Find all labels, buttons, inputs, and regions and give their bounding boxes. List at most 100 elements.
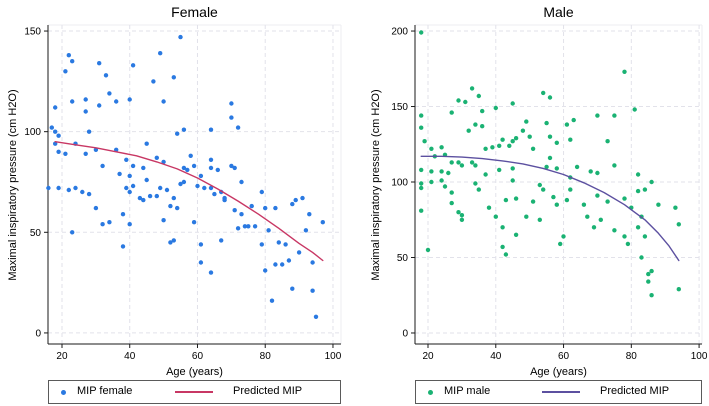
legend-label-line: Predicted MIP (233, 385, 303, 397)
data-point (456, 98, 461, 103)
data-point (144, 141, 149, 146)
data-point (483, 146, 488, 151)
data-point (263, 268, 268, 273)
data-point (510, 178, 515, 183)
data-point (558, 241, 563, 247)
data-point (439, 145, 444, 150)
data-point (503, 252, 509, 257)
x-tick-label: 80 (260, 351, 272, 362)
data-point (568, 187, 573, 192)
x-tick-label: 20 (422, 351, 434, 362)
y-axis-label-female: Maximal inspiratory pressure (cm H2O) (7, 88, 19, 281)
data-point (571, 117, 576, 123)
x-tick-label: 80 (626, 351, 638, 362)
line-swatch (542, 391, 580, 393)
data-point (154, 155, 159, 160)
data-point (242, 224, 248, 229)
data-point (500, 137, 505, 142)
data-point (564, 197, 570, 203)
data-point (513, 136, 519, 141)
data-point (547, 134, 553, 139)
x-tick-label: 60 (558, 351, 570, 362)
data-point (595, 170, 600, 176)
data-point (232, 208, 237, 213)
data-point (456, 210, 461, 215)
data-point (513, 232, 519, 237)
data-point (83, 97, 88, 102)
data-point (622, 196, 627, 201)
data-point (235, 226, 241, 231)
data-point (473, 181, 478, 186)
data-point (178, 181, 183, 187)
data-point (530, 199, 536, 204)
y-tick-label: 150 (391, 102, 408, 113)
data-point (202, 185, 207, 191)
data-point (158, 51, 163, 56)
y-tick-label: 50 (30, 228, 42, 239)
data-point (117, 171, 122, 177)
male-plot-area: 0 50 100 150 200 20 40 60 80 100 (391, 24, 708, 362)
data-point (483, 172, 488, 177)
data-point (524, 214, 529, 219)
data-point (235, 125, 241, 130)
data-point (239, 212, 244, 217)
data-point (429, 146, 434, 151)
data-point (419, 113, 424, 118)
data-point (198, 242, 204, 247)
data-point (422, 139, 427, 144)
data-point (127, 97, 132, 102)
data-point (449, 190, 454, 195)
data-point (568, 137, 573, 142)
data-point (70, 230, 75, 235)
data-point (229, 163, 234, 169)
data-point (530, 146, 536, 151)
data-point (49, 125, 54, 130)
data-point (127, 222, 132, 227)
data-point (171, 75, 176, 80)
data-point (130, 183, 136, 189)
y-axis-label-male: Maximal inspiratory pressure (cm H2O) (370, 88, 382, 281)
data-point (171, 195, 176, 201)
data-point (175, 131, 180, 136)
scatter-marker-swatch (61, 390, 66, 395)
panel-male: 0 50 100 150 200 20 40 60 80 100 Male Maximal ins… (355, 0, 709, 406)
data-point (181, 165, 187, 171)
data-point (449, 200, 454, 206)
data-point (459, 163, 465, 168)
data-point (137, 195, 143, 201)
x-tick-label: 20 (56, 351, 68, 362)
data-point (93, 205, 99, 211)
data-point (547, 95, 553, 100)
data-point (320, 220, 325, 225)
data-point (181, 179, 187, 185)
data-point (419, 167, 424, 173)
data-point (595, 193, 600, 198)
data-point (442, 184, 448, 189)
data-point (635, 225, 641, 230)
predicted-line (54, 141, 324, 262)
data-point (656, 202, 661, 207)
data-point (232, 165, 237, 171)
panel-title-male: Male (543, 4, 574, 20)
data-point (595, 113, 600, 118)
data-point (554, 202, 559, 207)
data-point (649, 179, 654, 185)
data-point (130, 163, 136, 169)
data-point (574, 164, 580, 170)
data-point (63, 151, 68, 156)
data-point (541, 90, 546, 96)
data-point (161, 218, 166, 223)
data-point (66, 187, 72, 193)
data-point (486, 205, 492, 210)
y-tick-label: 150 (24, 27, 41, 38)
data-point (605, 139, 610, 144)
data-point (269, 298, 275, 303)
data-point (56, 133, 61, 138)
data-point (303, 228, 309, 233)
data-point (229, 115, 234, 120)
tick-labels: 0 50 100 150 200 20 40 60 80 100 (391, 27, 708, 362)
y-tick-label: 100 (391, 178, 408, 189)
scatter-points (419, 30, 681, 298)
legend-male: MIP male Predicted MIP (415, 380, 702, 404)
data-point (53, 141, 58, 146)
